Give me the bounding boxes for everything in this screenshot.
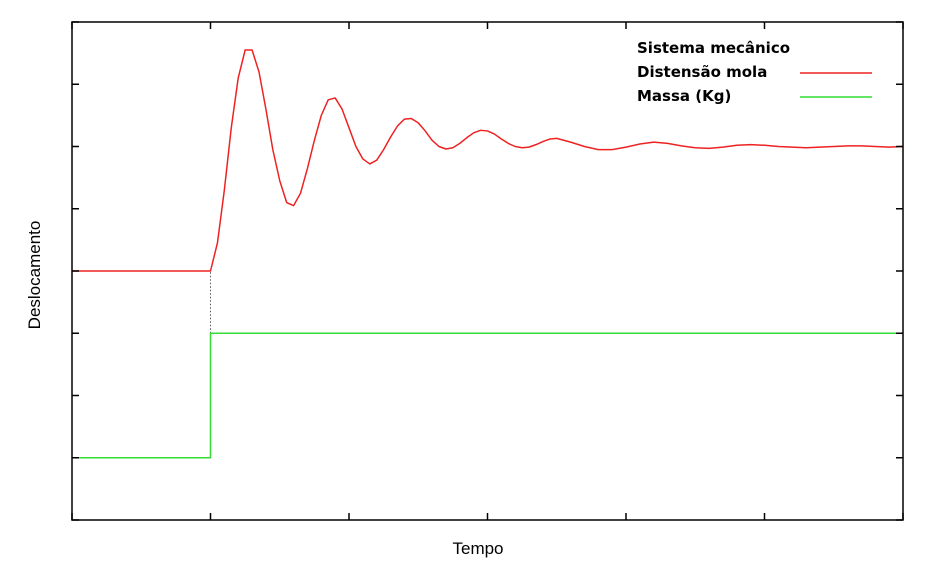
- series-line-massa: [72, 332, 903, 459]
- x-axis-label: Tempo: [452, 539, 503, 558]
- legend-label-massa: Massa (Kg): [637, 87, 731, 105]
- y-axis-label: Deslocamento: [25, 221, 44, 330]
- legend: Sistema mecânico Distensão mola Massa (K…: [637, 39, 872, 105]
- plot-area: [72, 49, 904, 459]
- legend-label-distensao-mola: Distensão mola: [637, 63, 767, 81]
- axes: [71, 21, 904, 521]
- series-line-distensao-mola: [72, 49, 904, 272]
- legend-title: Sistema mecânico: [637, 39, 790, 57]
